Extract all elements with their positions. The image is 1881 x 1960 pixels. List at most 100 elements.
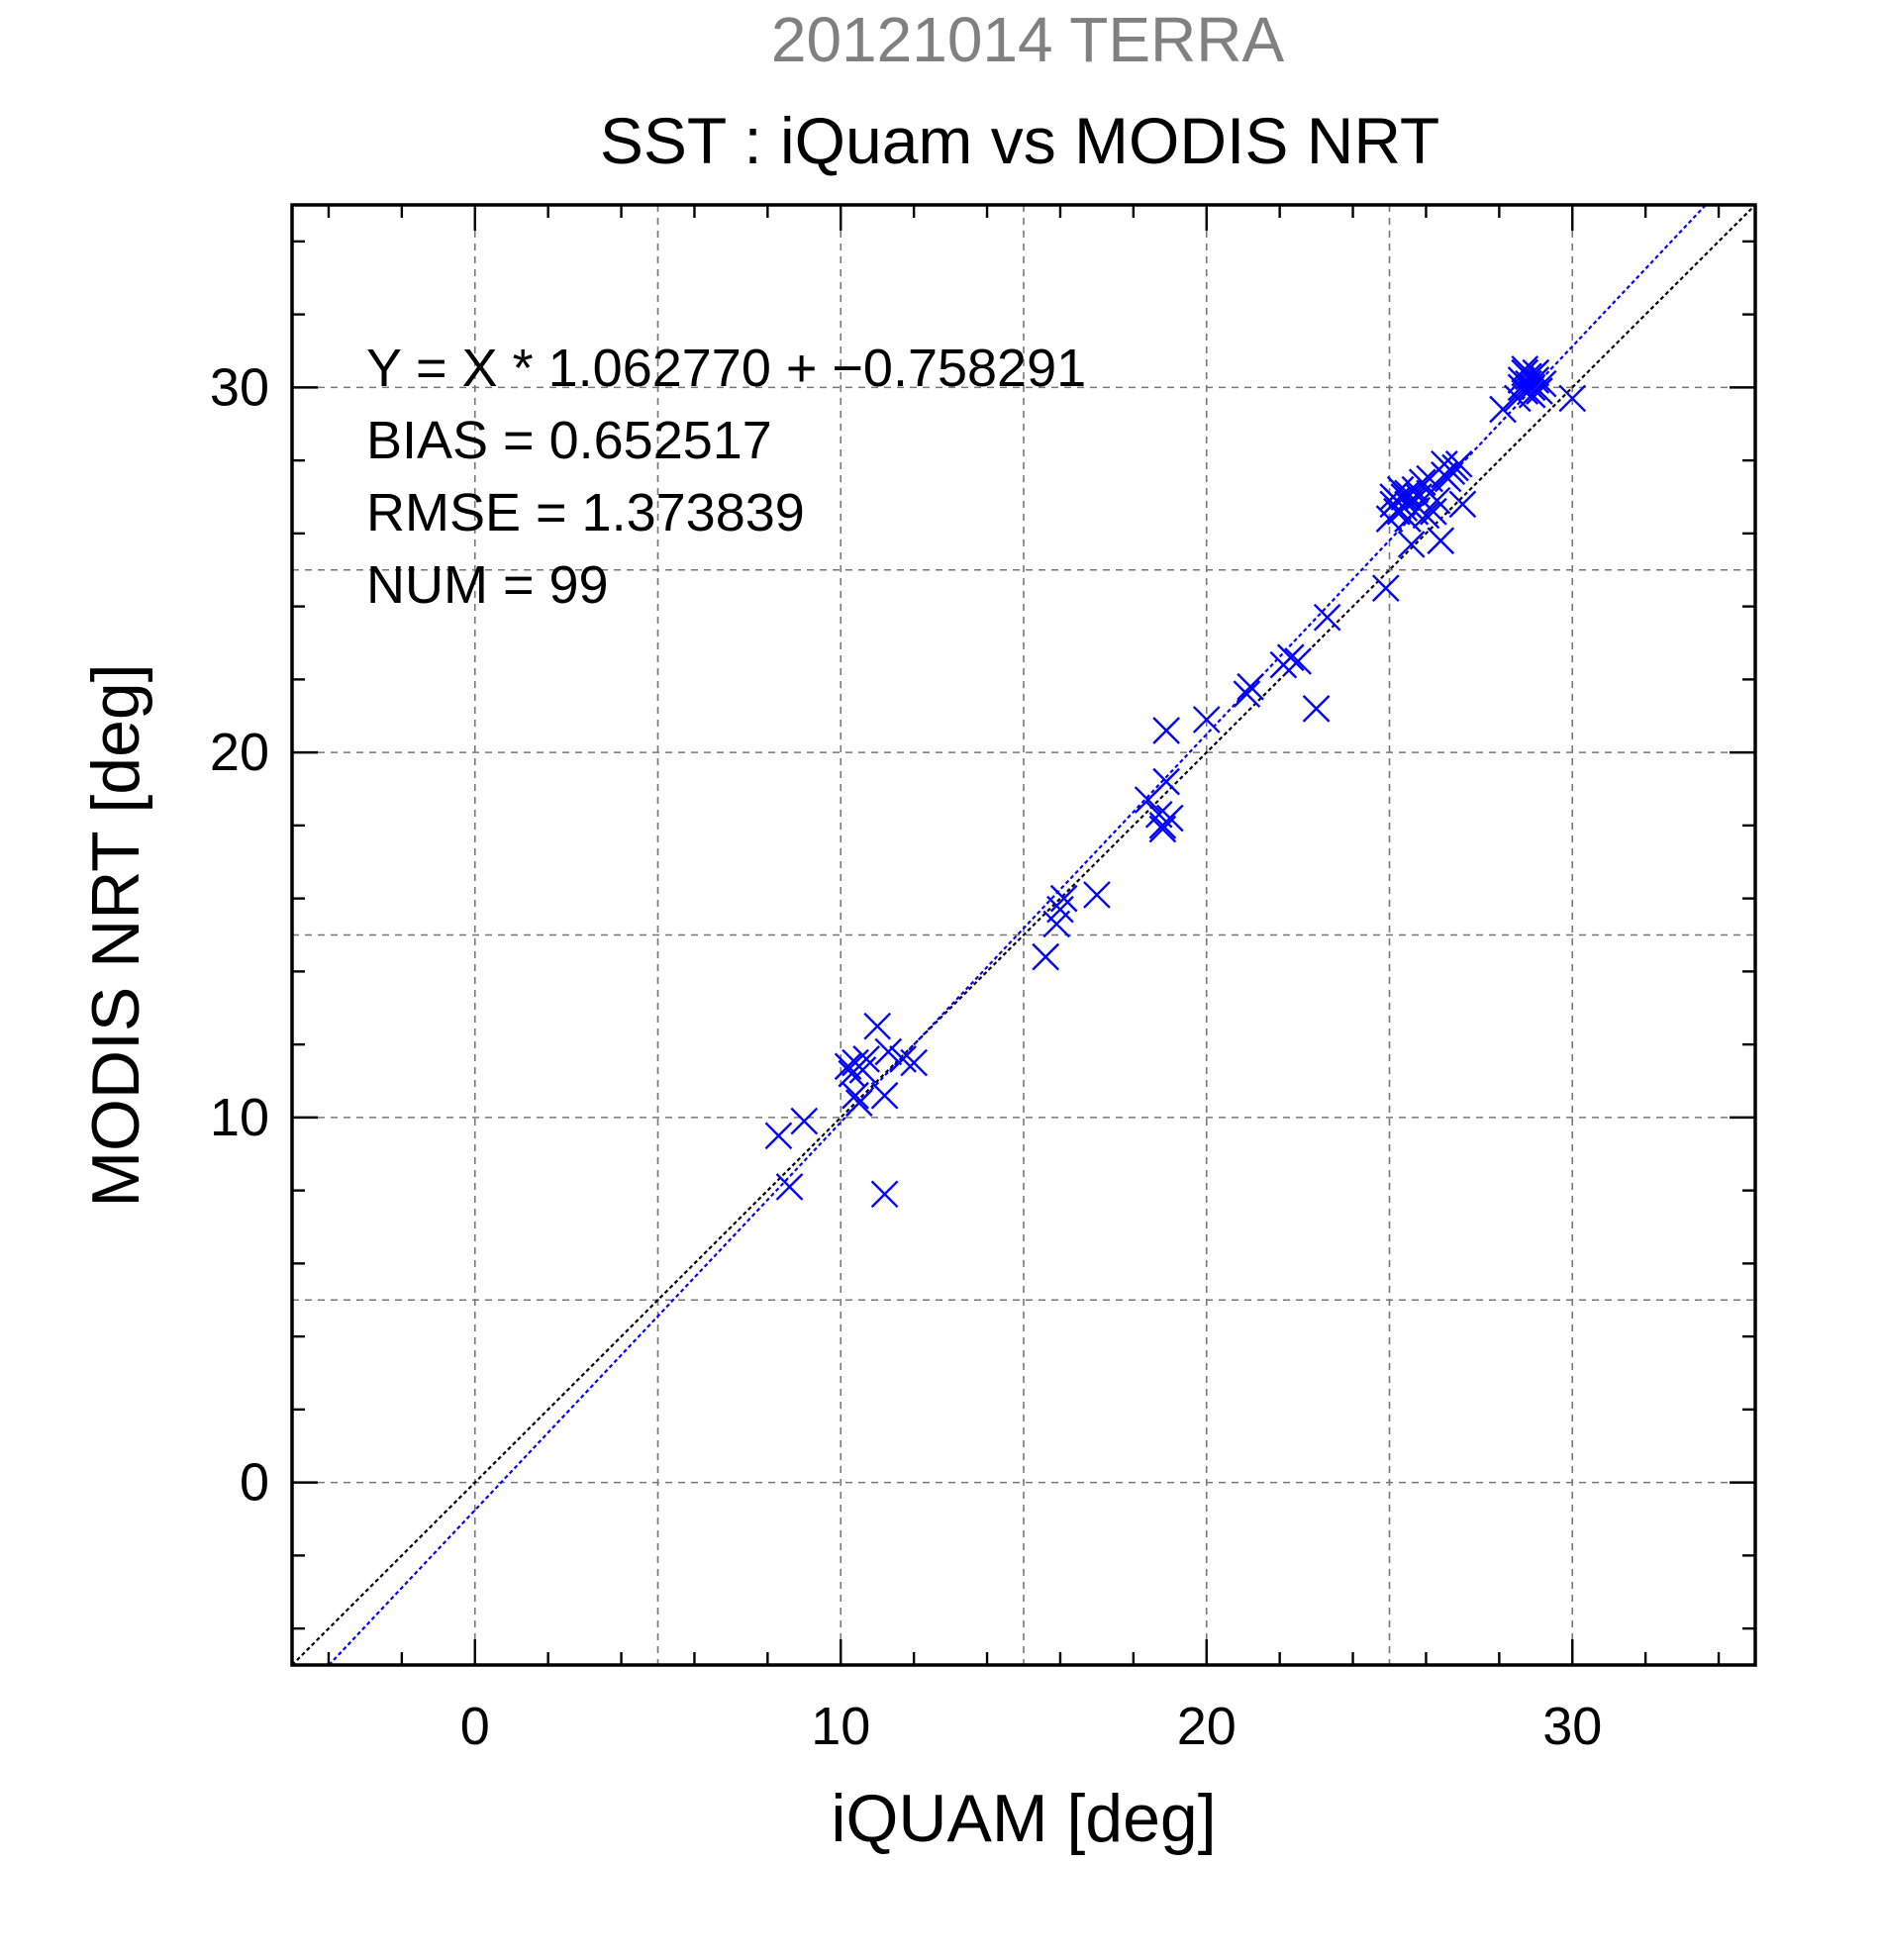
data-point-stroke: [1192, 706, 1221, 734]
num-annotation: NUM = 99: [366, 555, 609, 615]
data-point-stroke: [889, 1045, 917, 1073]
data-point-stroke: [834, 1052, 862, 1081]
data-point: [1233, 680, 1261, 708]
plot-frame: [290, 203, 1757, 1667]
data-point-stroke: [1522, 366, 1550, 394]
data-point: [1152, 717, 1180, 744]
y-tick-label: 20: [210, 723, 269, 782]
data-point-stroke: [900, 1048, 928, 1077]
data-point: [852, 1045, 880, 1073]
data-point-stroke: [1448, 490, 1477, 519]
data-point: [1313, 603, 1341, 632]
data-point: [1526, 377, 1553, 405]
data-point: [1529, 369, 1557, 398]
data-point-stroke: [1302, 695, 1331, 723]
data-point: [1083, 881, 1111, 909]
data-point-stroke: [1419, 497, 1447, 526]
data-point: [1046, 895, 1074, 924]
data-point: [1152, 767, 1180, 796]
data-point-stroke: [863, 1012, 892, 1040]
identity-line: [291, 204, 1756, 1666]
x-tick-label: 30: [1542, 1697, 1602, 1756]
data-point: [874, 1037, 903, 1066]
data-point-stroke: [1529, 369, 1557, 398]
data-point-stroke: [1423, 486, 1451, 515]
data-point-stroke: [842, 1081, 869, 1110]
regression-line: [328, 204, 1707, 1666]
x-tick-label: 0: [460, 1697, 490, 1756]
data-point: [764, 1122, 793, 1150]
data-point: [1397, 531, 1426, 558]
data-point-stroke: [1522, 358, 1550, 387]
data-point-stroke: [1049, 884, 1078, 913]
data-point-stroke: [1237, 672, 1264, 701]
data-point: [1427, 527, 1455, 555]
data-point: [848, 1056, 877, 1084]
data-point: [842, 1081, 869, 1110]
x-tick-label: 10: [811, 1697, 870, 1756]
data-point-stroke: [1233, 680, 1261, 708]
x-axis-label: iQUAM [deg]: [831, 1781, 1216, 1856]
stats-annotations: Y = X * 1.062770 + −0.758291 BIAS = 0.65…: [366, 339, 1086, 615]
data-point-stroke: [870, 1081, 899, 1110]
data-point: [1302, 695, 1331, 723]
data-point-stroke: [1313, 603, 1341, 632]
data-point-stroke: [1276, 643, 1305, 672]
data-point-stroke: [1394, 479, 1422, 508]
data-point-stroke: [775, 1173, 804, 1201]
tick-labels: 0 10 20 30 0 10 20 30: [210, 357, 1602, 1756]
chart-title: SST : iQuam vs MODIS NRT: [600, 104, 1439, 177]
data-point-stroke: [1397, 531, 1426, 558]
fit-lines: [291, 204, 1756, 1666]
data-point: [775, 1173, 804, 1201]
data-point-stroke: [1515, 362, 1542, 391]
data-point-stroke: [870, 1180, 899, 1209]
x-tick-label: 20: [1177, 1697, 1237, 1756]
data-point: [1284, 647, 1312, 675]
data-points: [764, 355, 1587, 1209]
data-point: [1237, 672, 1264, 701]
data-point-stroke: [844, 1089, 873, 1117]
data-point-stroke: [852, 1045, 880, 1073]
data-point: [1558, 384, 1587, 413]
regression-equation: Y = X * 1.062770 + −0.758291: [366, 339, 1086, 398]
data-point: [1155, 804, 1184, 833]
y-tick-label: 10: [210, 1088, 269, 1147]
data-point: [844, 1089, 873, 1117]
data-point-stroke: [1155, 804, 1184, 833]
data-point-stroke: [790, 1107, 819, 1135]
data-point: [1371, 574, 1400, 603]
data-point-stroke: [1152, 717, 1180, 744]
data-point: [1423, 486, 1451, 515]
y-axis-label: MODIS NRT [deg]: [78, 663, 153, 1207]
data-point: [889, 1045, 917, 1073]
data-point-stroke: [1144, 800, 1173, 829]
data-point-stroke: [764, 1122, 793, 1150]
data-point: [1192, 706, 1221, 734]
bias-annotation: BIAS = 0.652517: [366, 411, 772, 470]
data-point-stroke: [1526, 377, 1553, 405]
data-point: [1394, 479, 1422, 508]
data-point-stroke: [1397, 486, 1426, 515]
data-point-stroke: [1558, 384, 1587, 413]
y-tick-label: 0: [240, 1453, 269, 1513]
data-point: [1049, 884, 1078, 913]
data-point-stroke: [1444, 449, 1473, 478]
data-point: [1522, 366, 1550, 394]
data-point: [900, 1048, 928, 1077]
chart-suptitle: 20121014 TERRA: [771, 4, 1285, 75]
data-point-stroke: [874, 1037, 903, 1066]
data-point-stroke: [848, 1056, 877, 1084]
data-point: [1032, 942, 1060, 971]
data-point: [1276, 643, 1305, 672]
data-point-stroke: [1408, 468, 1436, 497]
y-tick-label: 30: [210, 357, 269, 417]
data-point-stroke: [1489, 395, 1517, 424]
data-point-stroke: [1083, 881, 1111, 909]
data-point-stroke: [1412, 501, 1440, 530]
rmse-annotation: RMSE = 1.373839: [366, 483, 805, 542]
data-point-stroke: [1032, 942, 1060, 971]
data-point-stroke: [1046, 895, 1074, 924]
data-point: [1515, 362, 1542, 391]
